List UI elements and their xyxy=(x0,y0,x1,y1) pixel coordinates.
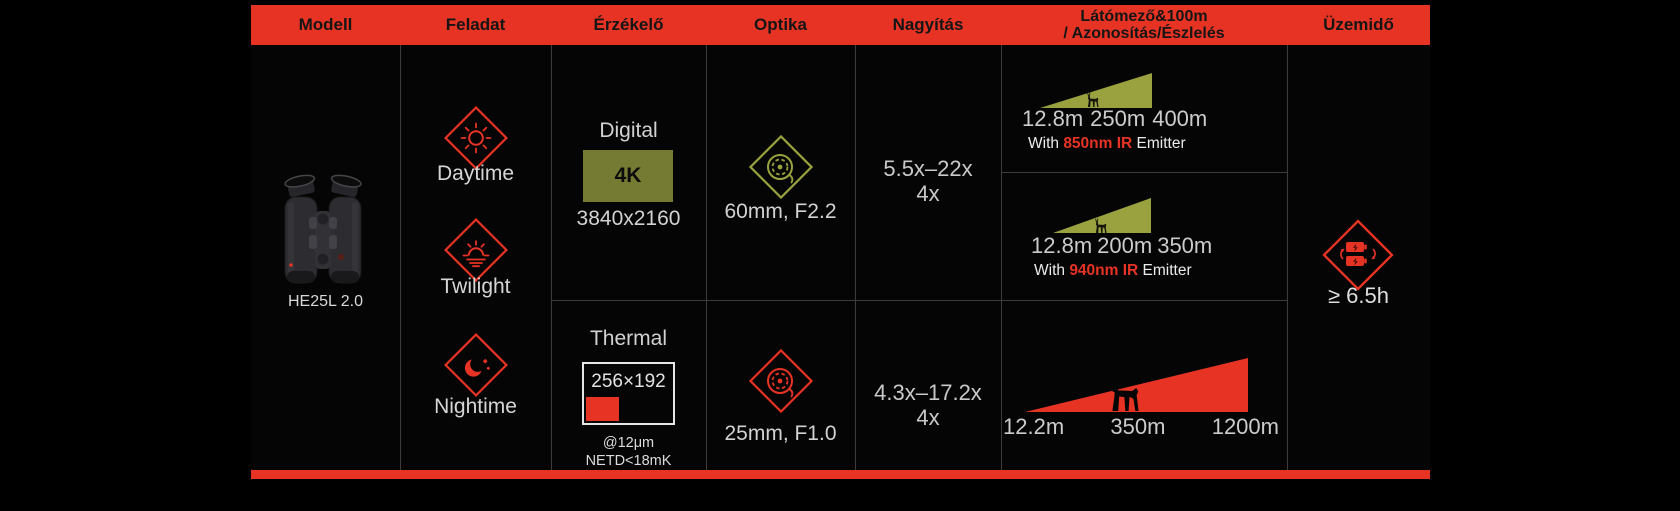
thermal-pixel-pitch: @12μm xyxy=(602,435,655,451)
thermal-range-row: 12.2m 350m 1200m xyxy=(1001,300,1287,470)
fov-values-940: 12.8m 200m 350m xyxy=(1031,233,1212,259)
thermal-zoom-step: 4x xyxy=(916,405,940,430)
binoculars-image xyxy=(284,174,362,284)
moon-icon xyxy=(443,333,508,397)
header-optika: Optika xyxy=(706,5,855,45)
battery-bottom xyxy=(1346,256,1367,266)
digital-sensor-type: Digital xyxy=(599,119,658,142)
table-bottom-bar xyxy=(251,470,1430,479)
fov-row-940: 12.8m 200m 350m With 940nm IR Emitter xyxy=(1001,172,1287,300)
digital-magnification-range: 5.5x–22x xyxy=(883,156,973,181)
fov-near: 12.8m xyxy=(1031,233,1093,258)
range-mid: 350m xyxy=(1110,414,1166,439)
mode-label-daytime: Daytime xyxy=(436,162,515,185)
thermal-pixel-swatch xyxy=(586,397,619,421)
header-uzemido: Üzemidő xyxy=(1287,5,1430,45)
header-latomezo: Látómező&100m / Azonosítás/Észlelés xyxy=(1001,5,1287,45)
sunset-icon xyxy=(443,218,508,282)
column-optika: 60mm, F2.2 25mm, F1.0 xyxy=(706,45,855,470)
header-uzemido-label: Üzemidő xyxy=(1323,15,1394,34)
divider xyxy=(551,300,1287,301)
digital-optics: 60mm, F2.2 xyxy=(724,200,837,223)
note-highlight: 940nm IR xyxy=(1069,262,1139,279)
spec-table: Modell Feladat Érzékelő Optika Nagyítás … xyxy=(251,5,1430,479)
note-prefix: With xyxy=(1034,262,1070,279)
fov-identify: 250m xyxy=(1090,106,1146,131)
column-uzemido: ≥ 6.5h xyxy=(1287,45,1430,470)
range-near: 12.2m xyxy=(1003,414,1065,439)
left-eyecup xyxy=(284,174,316,197)
header-latomezo-line2: / Azonosítás/Észlelés xyxy=(1063,25,1225,42)
fov-near: 12.8m xyxy=(1022,106,1084,131)
thermal-sensor-box: 256×192 xyxy=(582,362,675,425)
header-modell: Modell xyxy=(251,5,400,45)
fov-identify: 200m xyxy=(1097,233,1153,258)
ir-note-940: With 940nm IR Emitter xyxy=(1034,262,1192,280)
divider xyxy=(400,45,401,470)
divider xyxy=(551,45,552,470)
header-latomezo-line1: Látómező&100m xyxy=(1080,8,1208,25)
fov-row-850: 12.8m 250m 400m With 850nm IR Emitter xyxy=(1001,45,1287,172)
note-suffix: Emitter xyxy=(1138,262,1192,279)
digital-sensor-resolution: 3840x2160 xyxy=(576,207,681,230)
right-eyecup xyxy=(330,174,362,197)
deer-silhouette xyxy=(1095,218,1107,233)
battery-runtime: ≥ 6.5h xyxy=(1327,283,1389,308)
divider xyxy=(1001,45,1002,470)
column-modell: HE25L 2.0 xyxy=(251,45,400,470)
lens-icon-digital xyxy=(748,134,813,200)
digital-magnification: 5.5x–22x 4x xyxy=(855,156,1001,206)
column-feladat: Daytime Twilight xyxy=(400,45,551,470)
thermal-optics: 25mm, F1.0 xyxy=(724,422,837,445)
divider xyxy=(706,45,707,470)
lens-icon-thermal xyxy=(748,348,813,414)
thermal-magnification: 4.3x–17.2x 4x xyxy=(855,380,1001,430)
ir-note-850: With 850nm IR Emitter xyxy=(1028,135,1186,153)
table-body: HE25L 2.0 Daytime xyxy=(251,45,1430,470)
divider xyxy=(1001,172,1287,173)
thermal-netd: NETD<18mK xyxy=(585,453,672,469)
mode-label-twilight: Twilight xyxy=(440,275,511,298)
mode-label-nightime: Nightime xyxy=(434,395,517,418)
header-feladat-label: Feladat xyxy=(445,15,506,34)
header-feladat: Feladat xyxy=(400,5,551,45)
deer-silhouette xyxy=(1110,374,1139,411)
note-highlight: 850nm IR xyxy=(1063,135,1133,152)
divider xyxy=(1287,45,1288,470)
battery-swap-icon xyxy=(1322,219,1394,291)
fov-values-850: 12.8m 250m 400m xyxy=(1022,106,1207,132)
note-suffix: Emitter xyxy=(1132,135,1186,152)
column-nagyitas: 5.5x–22x 4x 4.3x–17.2x 4x xyxy=(855,45,1001,470)
header-optika-label: Optika xyxy=(754,15,807,34)
fov-detect: 400m xyxy=(1152,106,1208,131)
digital-zoom-step: 4x xyxy=(916,181,940,206)
note-prefix: With xyxy=(1028,135,1064,152)
thermal-range-values: 12.2m 350m 1200m xyxy=(1003,414,1279,440)
sensor-4k-badge: 4K xyxy=(583,150,673,202)
header-modell-label: Modell xyxy=(298,15,353,34)
column-erzekelo: Digital 4K 3840x2160 Thermal 256×192 @12… xyxy=(551,45,706,470)
header-nagyitas-label: Nagyítás xyxy=(892,15,964,34)
battery-top xyxy=(1346,242,1367,252)
divider xyxy=(855,45,856,470)
thermal-magnification-range: 4.3x–17.2x xyxy=(874,380,982,405)
thermal-sensor-resolution: 256×192 xyxy=(591,371,666,392)
model-name: HE25L 2.0 xyxy=(287,293,363,310)
header-erzekelo: Érzékelő xyxy=(551,5,706,45)
fov-detect: 350m xyxy=(1157,233,1213,258)
range-far: 1200m xyxy=(1211,414,1279,439)
thermal-sensor-type: Thermal xyxy=(589,327,668,350)
sun-icon xyxy=(443,106,508,170)
deer-silhouette xyxy=(1087,92,1099,107)
column-latomezo: 12.8m 250m 400m With 850nm IR Emitter xyxy=(1001,45,1287,470)
table-header: Modell Feladat Érzékelő Optika Nagyítás … xyxy=(251,5,1430,45)
header-nagyitas: Nagyítás xyxy=(855,5,1001,45)
header-erzekelo-label: Érzékelő xyxy=(593,15,664,34)
